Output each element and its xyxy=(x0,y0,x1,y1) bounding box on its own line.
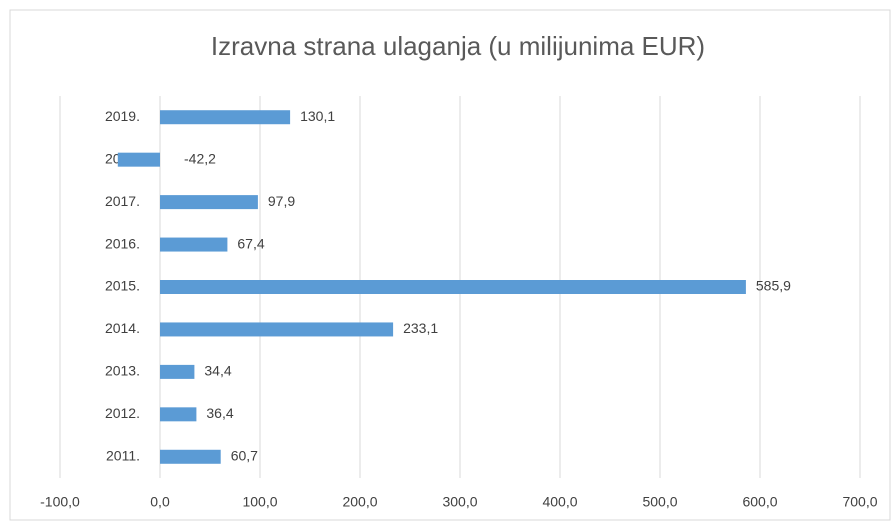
bar xyxy=(160,195,258,210)
x-tick-label: 300,0 xyxy=(442,494,477,510)
data-label: 585,9 xyxy=(756,278,791,294)
x-tick-label: 400,0 xyxy=(542,494,577,510)
y-tick-label: 2017. xyxy=(105,193,140,209)
y-tick-label: 2014. xyxy=(105,320,140,336)
bar xyxy=(117,152,160,167)
bar xyxy=(160,364,195,379)
data-label: 67,4 xyxy=(237,235,264,251)
data-label: 97,9 xyxy=(268,193,295,209)
x-tick-label: 200,0 xyxy=(342,494,377,510)
bar xyxy=(160,449,221,464)
data-label: -42,2 xyxy=(184,150,216,166)
x-tick-label: 0,0 xyxy=(150,494,170,510)
data-label: 34,4 xyxy=(204,363,231,379)
y-tick-label: 2015. xyxy=(105,278,140,294)
data-label: 233,1 xyxy=(403,320,438,336)
y-tick-label: 2019. xyxy=(105,108,140,124)
x-tick-label: 100,0 xyxy=(242,494,277,510)
x-tick-label: 700,0 xyxy=(842,494,877,510)
x-tick-label: 500,0 xyxy=(642,494,677,510)
y-tick-label: 2016. xyxy=(105,235,140,251)
y-tick-label: 2011. xyxy=(106,447,140,463)
data-label: 60,7 xyxy=(231,447,258,463)
bar xyxy=(160,110,291,125)
bar xyxy=(160,407,197,422)
y-tick-label: 2012. xyxy=(105,405,140,421)
y-tick-label: 2013. xyxy=(105,363,140,379)
x-tick-label: -100,0 xyxy=(40,494,80,510)
bar xyxy=(160,237,228,252)
bar xyxy=(160,280,746,294)
data-label: 36,4 xyxy=(206,405,233,421)
x-tick-label: 600,0 xyxy=(742,494,777,510)
bar xyxy=(160,322,394,337)
chart-title: Izravna strana ulaganja (u milijunima EU… xyxy=(211,31,705,61)
data-label: 130,1 xyxy=(300,108,335,124)
chart-frame xyxy=(9,9,891,521)
